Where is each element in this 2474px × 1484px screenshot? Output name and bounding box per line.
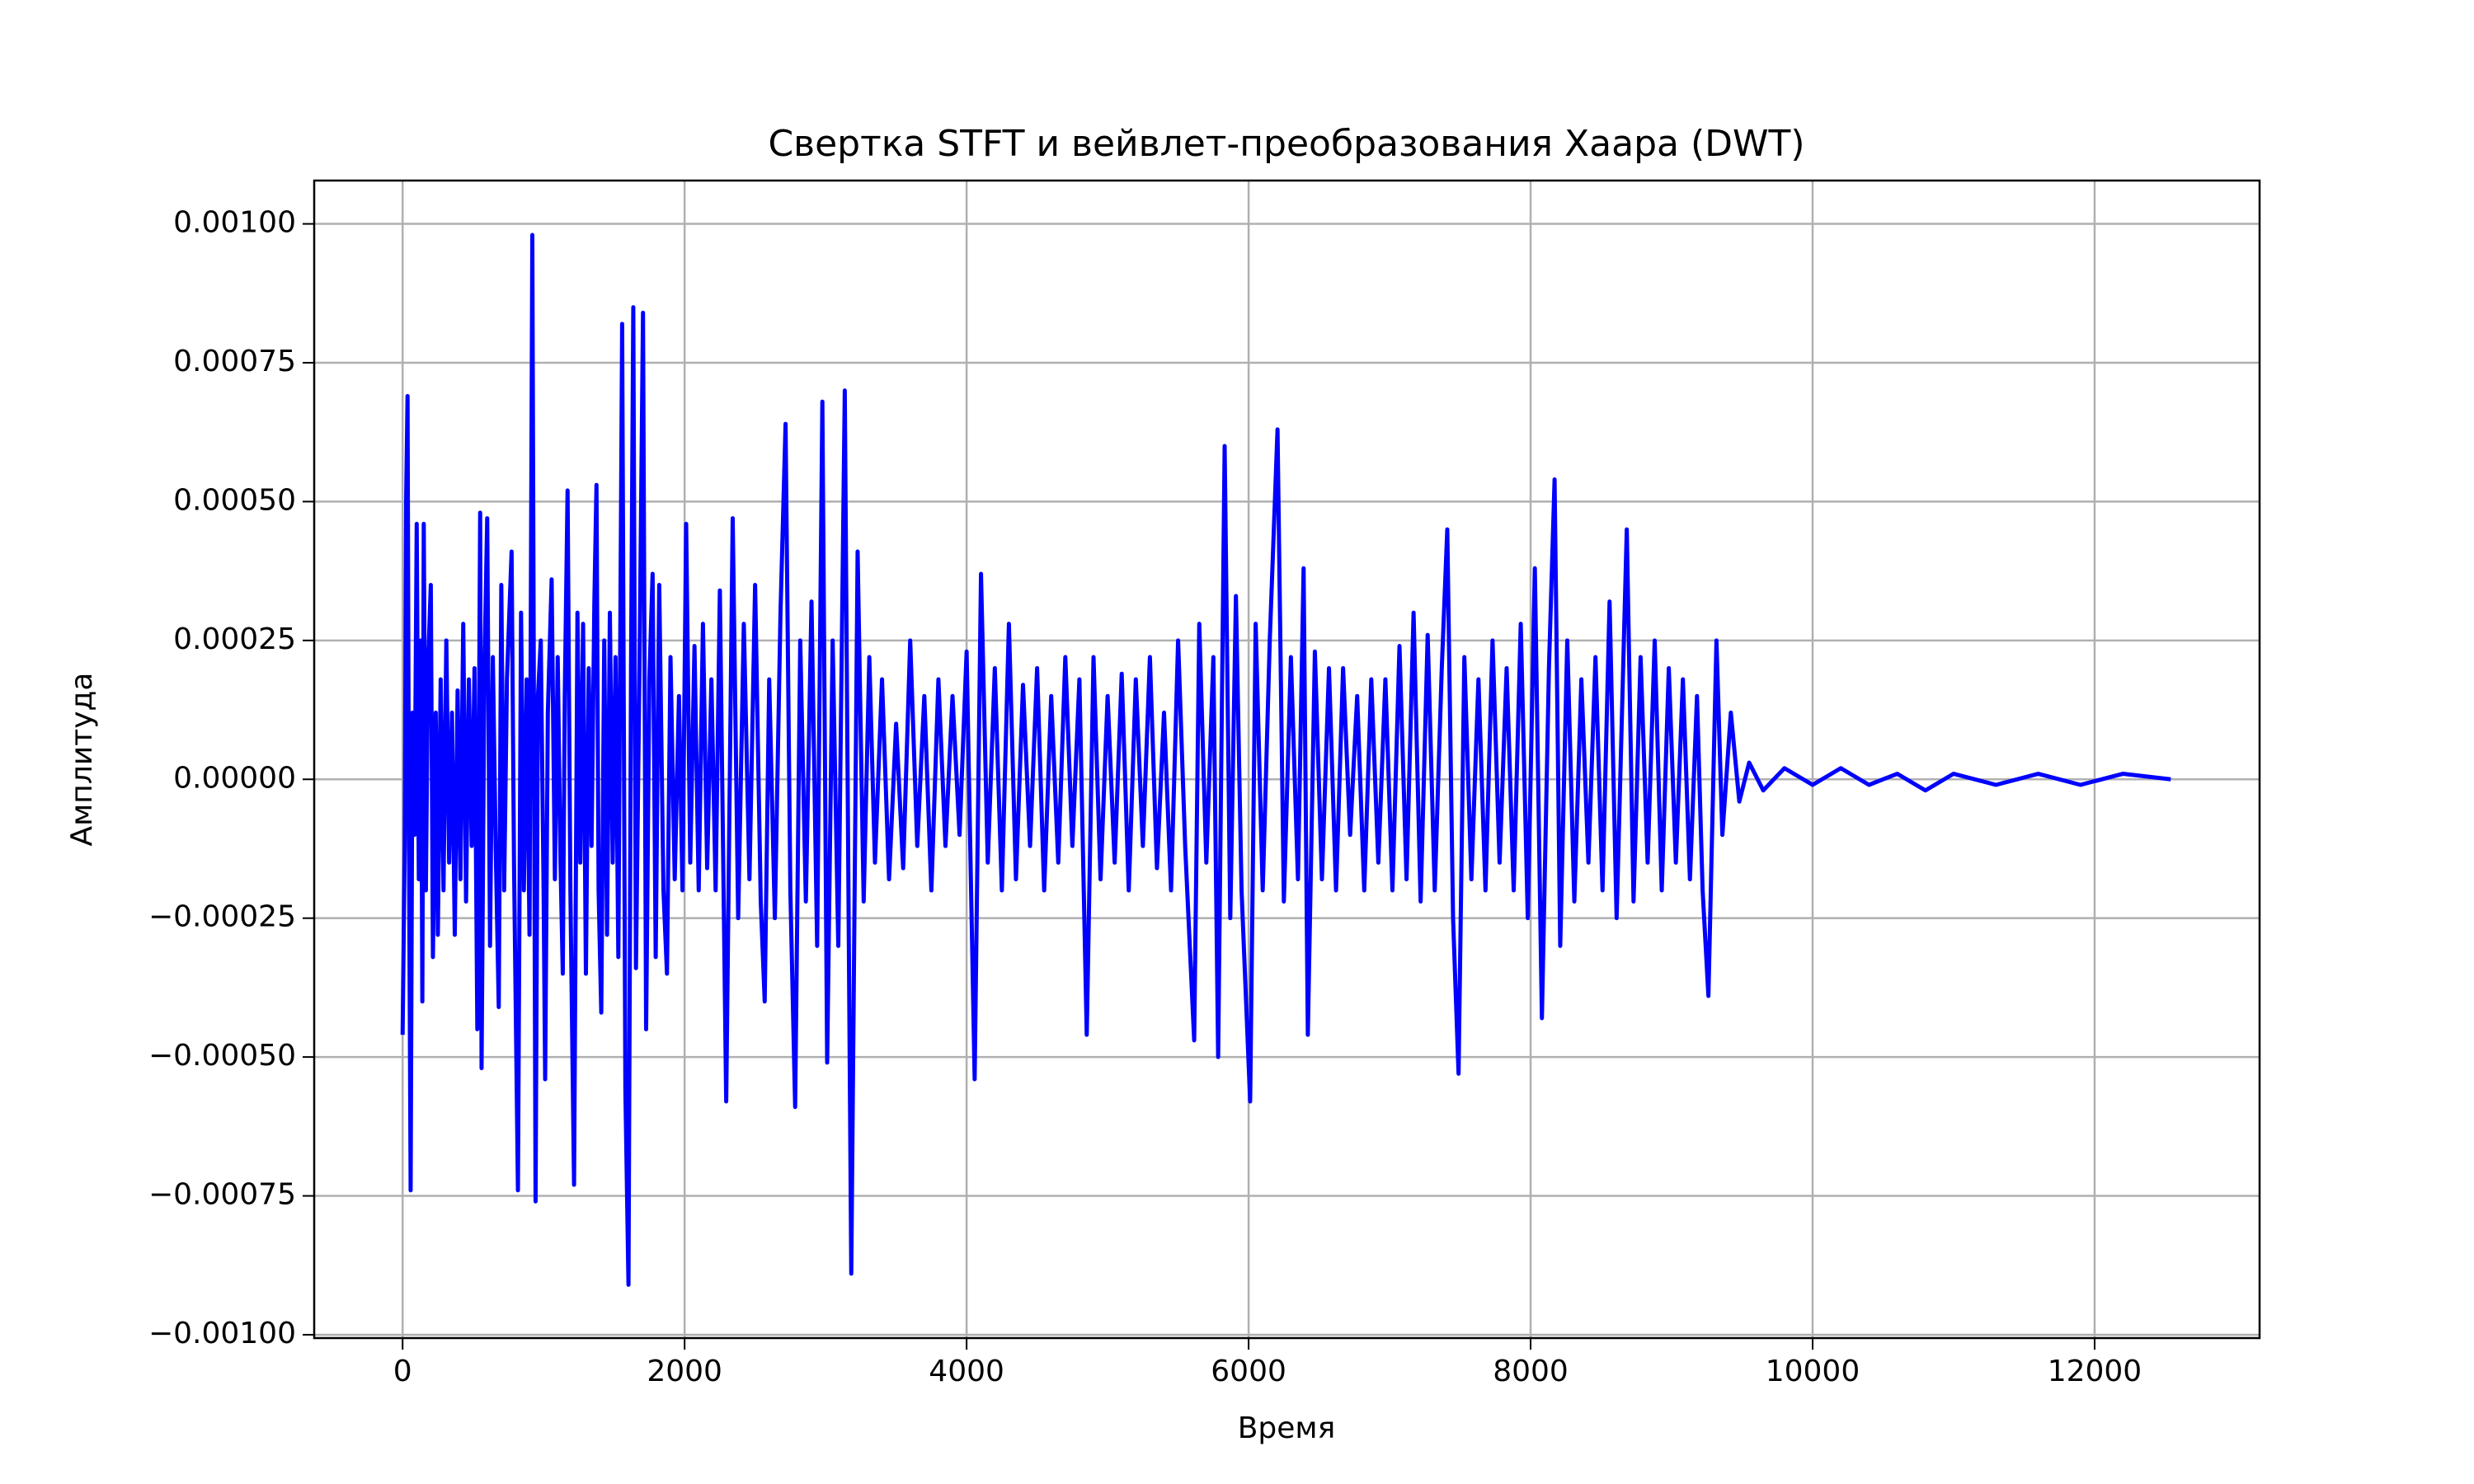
x-tick-label: 12000 xyxy=(2048,1355,2142,1388)
x-tick-label: 6000 xyxy=(1211,1355,1286,1388)
y-axis-label: Амплитуда xyxy=(65,673,99,847)
y-tick-label: 0.00000 xyxy=(173,761,296,795)
x-tick-label: 10000 xyxy=(1766,1355,1860,1388)
plot-frame xyxy=(313,179,2261,1340)
y-tick-label: −0.00050 xyxy=(148,1039,296,1073)
x-tick-label: 4000 xyxy=(929,1355,1004,1388)
data-line xyxy=(400,232,2171,1287)
y-tick-label: −0.00075 xyxy=(148,1178,296,1212)
x-tick-label: 2000 xyxy=(647,1355,722,1388)
y-tick-label: −0.00100 xyxy=(148,1317,296,1350)
y-tick-label: 0.00025 xyxy=(173,622,296,656)
x-axis-label: Время xyxy=(1238,1411,1336,1445)
x-tick-label: 0 xyxy=(393,1355,412,1388)
y-tick-label: −0.00025 xyxy=(148,900,296,934)
y-tick-label: 0.00050 xyxy=(173,483,296,517)
chart-title: Свертка STFT и вейвлет-преобразования Ха… xyxy=(768,123,1804,165)
y-tick-label: 0.00075 xyxy=(173,345,296,378)
x-tick-label: 8000 xyxy=(1493,1355,1569,1388)
y-tick-label: 0.00100 xyxy=(173,206,296,240)
